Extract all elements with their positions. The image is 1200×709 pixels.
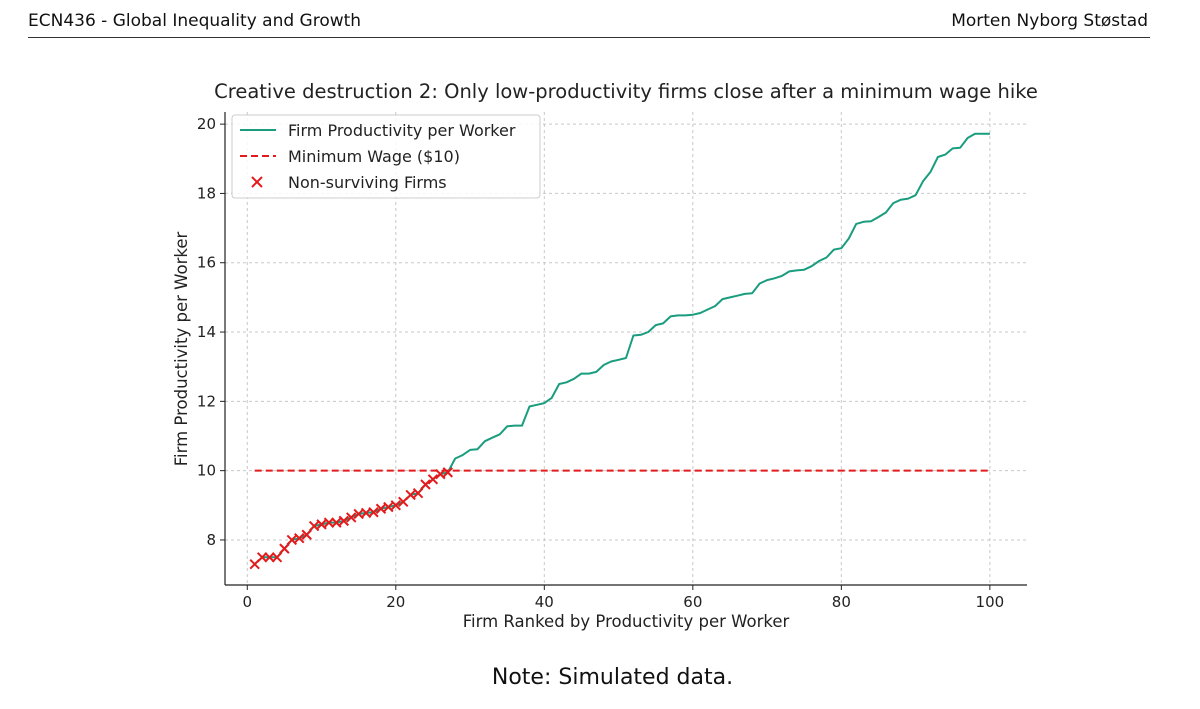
legend-label-productivity: Firm Productivity per Worker: [288, 121, 516, 140]
non-surviving-firm-marker: [286, 534, 298, 546]
marker-stroke: [427, 474, 439, 485]
marker-stroke: [286, 534, 298, 546]
legend-label-minimum-wage: Minimum Wage ($10): [288, 147, 460, 166]
non-surviving-firm-marker: [338, 515, 350, 527]
non-surviving-firm-marker: [435, 468, 446, 480]
tick-labels: 0 20 40 60 80 100 8 10 12 14 16 18 20: [197, 115, 1004, 611]
author-name: Morten Nyborg Støstad: [951, 11, 1148, 31]
slide-header: ECN436 - Global Inequality and Growth Mo…: [0, 0, 1200, 40]
non-surviving-firm-marker: [316, 519, 327, 530]
non-surviving-firm-marker: [308, 520, 320, 532]
x-tick-label: 60: [683, 593, 702, 611]
x-tick-label: 100: [976, 593, 1005, 611]
non-surviving-firm-marker: [368, 507, 379, 518]
legend: Firm Productivity per Worker Minimum Wag…: [231, 114, 541, 199]
marker-stroke: [331, 517, 342, 528]
marker-stroke: [360, 507, 372, 519]
non-surviving-firm-marker: [375, 503, 387, 514]
marker-stroke: [323, 517, 335, 528]
course-title: ECN436 - Global Inequality and Growth: [28, 11, 362, 31]
marker-stroke: [264, 552, 275, 563]
non-surviving-firm-marker: [383, 501, 394, 513]
non-surviving-firm-marker: [294, 533, 305, 544]
marker-stroke: [316, 519, 327, 530]
header-divider: [28, 37, 1150, 38]
x-tick-label: 40: [535, 593, 554, 611]
x-tick-label: 20: [386, 593, 405, 611]
non-surviving-firm-marker: [346, 512, 357, 523]
non-surviving-firm-marker: [264, 552, 275, 563]
chart-title: Creative destruction 2: Only low-product…: [214, 80, 1038, 103]
non-surviving-firm-marker: [323, 517, 335, 528]
marker-stroke: [308, 520, 320, 532]
non-surviving-firm-marker: [301, 529, 312, 540]
legend-label-non-surviving: Non-surviving Firms: [288, 173, 447, 192]
footnote: Note: Simulated data.: [491, 665, 734, 690]
y-tick-label: 16: [197, 254, 216, 272]
y-tick-label: 18: [197, 184, 216, 202]
marker-stroke: [383, 501, 394, 513]
marker-stroke: [256, 552, 268, 563]
marker-stroke: [375, 503, 387, 514]
x-tick-label: 80: [832, 593, 851, 611]
non-surviving-firm-marker: [271, 552, 283, 563]
data-marks: [249, 132, 990, 570]
non-surviving-firm-marker: [427, 474, 439, 485]
marker-stroke: [412, 487, 424, 499]
y-tick-label: 8: [206, 531, 216, 549]
productivity-line: [254, 132, 990, 565]
y-tick-label: 12: [197, 392, 216, 410]
x-tick-label: 0: [243, 593, 253, 611]
non-surviving-firm-marker: [412, 487, 424, 499]
non-surviving-firm-marker: [331, 517, 342, 528]
non-surviving-firm-marker: [279, 543, 290, 554]
marker-stroke: [353, 508, 364, 520]
legend-cross-swatch: [251, 176, 263, 188]
non-surviving-firm-marker: [390, 500, 402, 511]
marker-stroke: [442, 467, 453, 478]
marker-stroke: [368, 507, 379, 518]
marker-stroke: [390, 500, 402, 511]
axes: [224, 112, 1027, 586]
marker-stroke: [420, 479, 431, 490]
non-surviving-firm-marker: [256, 552, 268, 563]
y-tick-label: 14: [197, 323, 216, 341]
marker-stroke: [294, 533, 305, 544]
y-axis-label: Firm Productivity per Worker: [172, 232, 191, 467]
non-surviving-firm-marker: [442, 467, 453, 478]
marker-stroke: [301, 529, 312, 540]
legend-frame: [231, 114, 541, 199]
y-tick-label: 20: [197, 115, 216, 133]
marker-stroke: [279, 543, 290, 554]
marker-stroke: [271, 552, 283, 563]
marker-stroke: [338, 515, 350, 527]
x-axis-label: Firm Ranked by Productivity per Worker: [463, 612, 790, 631]
marker-stroke: [346, 512, 357, 523]
non-surviving-firm-marker: [420, 479, 431, 490]
marker-stroke: [435, 468, 446, 480]
y-tick-label: 10: [197, 462, 216, 480]
marker-stroke: [405, 489, 416, 501]
non-surviving-firm-marker: [405, 489, 416, 501]
